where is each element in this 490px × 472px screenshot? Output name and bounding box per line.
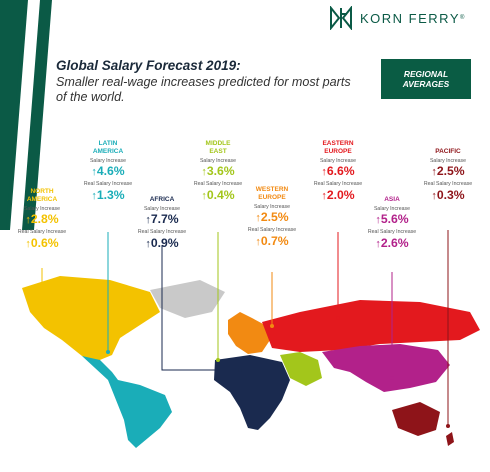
region-name: MIDDLE EAST [205, 140, 231, 155]
up-arrow-icon: ↑ [255, 212, 261, 225]
region-name: EASTERN EUROPE [322, 140, 354, 155]
up-arrow-icon: ↑ [431, 189, 437, 202]
greenland-shape [150, 280, 225, 318]
up-arrow-icon: ↑ [91, 189, 97, 202]
up-arrow-icon: ↑ [375, 214, 381, 227]
brand-trademark: ® [460, 15, 465, 21]
salary-label: Salary Increase [253, 204, 291, 210]
salary-label: Salary Increase [319, 158, 357, 164]
region-name: LATIN AMERICA [92, 140, 124, 155]
region-middle-east: MIDDLE EAST Salary Increase ↑3.6% Real Sa… [180, 140, 256, 203]
salary-label: Salary Increase [199, 158, 237, 164]
badge-line-2: AVERAGES [402, 79, 450, 89]
region-name: PACIFIC [435, 148, 461, 155]
real-salary-label: Real Salary Increase [193, 181, 243, 188]
real-salary-label: Real Salary Increase [247, 227, 297, 234]
real-salary-value: ↑1.3% [91, 187, 125, 202]
real-salary-value: ↑0.7% [255, 233, 289, 248]
region-eastern-europe: EASTERN EUROPE Salary Increase ↑6.6% Real… [300, 140, 376, 203]
region-name: ASIA [384, 196, 400, 203]
up-arrow-icon: ↑ [145, 214, 151, 227]
salary-value: ↑4.6% [91, 164, 125, 179]
africa-shape [214, 355, 290, 430]
salary-value: ↑7.7% [145, 212, 179, 227]
salary-value: ↑3.6% [201, 164, 235, 179]
new-zealand-shape [446, 432, 454, 446]
real-salary-label: Real Salary Increase [17, 229, 67, 236]
real-salary-label: Real Salary Increase [423, 181, 473, 188]
real-salary-label: Real Salary Increase [313, 181, 363, 188]
real-salary-value: ↑2.0% [321, 187, 355, 202]
real-salary-value: ↑0.6% [25, 235, 59, 250]
badge-line-1: REGIONAL [403, 69, 449, 79]
up-arrow-icon: ↑ [145, 237, 151, 250]
salary-label: Salary Increase [23, 206, 61, 212]
up-arrow-icon: ↑ [201, 189, 207, 202]
salary-value: ↑2.5% [431, 164, 465, 179]
salary-value: ↑5.6% [375, 212, 409, 227]
latin-america-shape [82, 356, 172, 448]
middle-east-shape [280, 352, 322, 386]
eastern-europe-shape [262, 300, 480, 352]
up-arrow-icon: ↑ [321, 166, 327, 179]
page-subtitle: Smaller real-wage increases predicted fo… [56, 75, 351, 104]
up-arrow-icon: ↑ [321, 189, 327, 202]
region-africa: AFRICA Salary Increase ↑7.7% Real Salary… [124, 196, 200, 251]
page-title: Global Salary Forecast 2019: [56, 58, 241, 73]
asia-shape [322, 344, 450, 392]
up-arrow-icon: ↑ [25, 214, 31, 227]
region-name: WESTERN EUROPE [255, 186, 289, 201]
region-name: NORTH AMERICA [26, 188, 58, 203]
pacific-shape [392, 402, 440, 436]
real-salary-value: ↑0.9% [145, 235, 179, 250]
north-america-shape [22, 276, 160, 362]
real-salary-label: Real Salary Increase [367, 229, 417, 236]
real-salary-value: ↑0.4% [201, 187, 235, 202]
korn-ferry-emblem-icon [330, 6, 352, 30]
salary-value: ↑6.6% [321, 164, 355, 179]
real-salary-label: Real Salary Increase [83, 181, 133, 188]
region-pacific: PACIFIC Salary Increase ↑2.5% Real Salar… [410, 148, 486, 203]
salary-label: Salary Increase [429, 158, 467, 164]
western-europe-shape [228, 312, 270, 354]
real-salary-value: ↑2.6% [375, 235, 409, 250]
salary-label: Salary Increase [89, 158, 127, 164]
up-arrow-icon: ↑ [25, 237, 31, 250]
region-latin-america: LATIN AMERICA Salary Increase ↑4.6% Real … [70, 140, 146, 203]
regional-averages-badge: REGIONAL AVERAGES [381, 59, 471, 99]
region-name: AFRICA [149, 196, 175, 203]
up-arrow-icon: ↑ [201, 166, 207, 179]
salary-label: Salary Increase [373, 206, 411, 212]
salary-value: ↑2.5% [255, 210, 289, 225]
real-salary-label: Real Salary Increase [137, 229, 187, 236]
region-western-europe: WESTERN EUROPE Salary Increase ↑2.5% Real… [234, 186, 310, 249]
real-salary-value: ↑0.3% [431, 187, 465, 202]
brand-logo: KORN FERRY ® [328, 4, 464, 32]
salary-label: Salary Increase [143, 206, 181, 212]
up-arrow-icon: ↑ [255, 235, 261, 248]
region-asia: ASIA Salary Increase ↑5.6% Real Salary I… [354, 196, 430, 251]
brand-name: KORN FERRY [360, 10, 460, 26]
up-arrow-icon: ↑ [431, 166, 437, 179]
salary-value: ↑2.8% [25, 212, 59, 227]
up-arrow-icon: ↑ [91, 166, 97, 179]
region-north-america: NORTH AMERICA Salary Increase ↑2.8% Real … [4, 188, 80, 251]
up-arrow-icon: ↑ [375, 237, 381, 250]
